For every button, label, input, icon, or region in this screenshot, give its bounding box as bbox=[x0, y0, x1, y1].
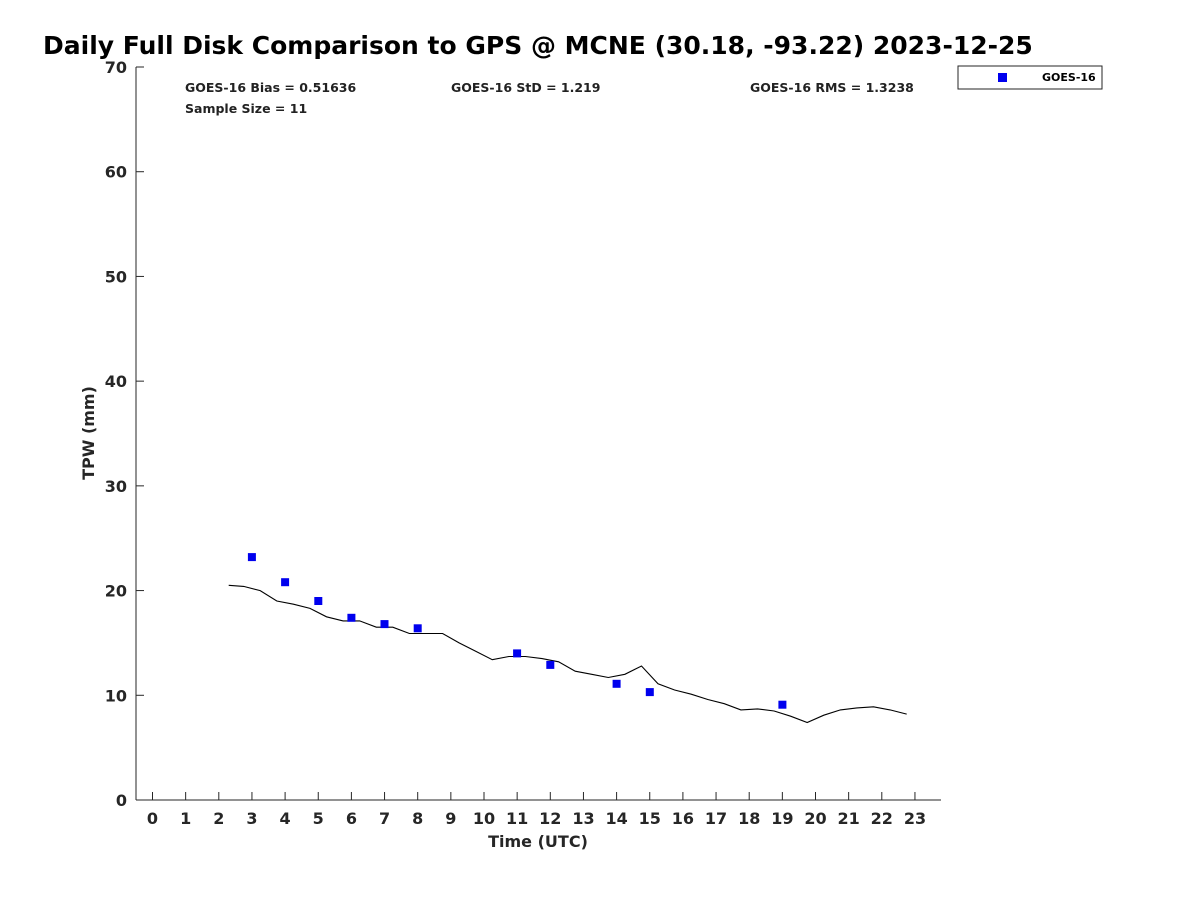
goes16-point bbox=[314, 597, 323, 605]
goes16-point bbox=[281, 578, 290, 587]
gps-reference-line bbox=[228, 584, 907, 724]
x-tick-label: 11 bbox=[506, 809, 528, 828]
x-tick-label: 17 bbox=[705, 809, 727, 828]
gps-tpw-line bbox=[228, 584, 907, 724]
x-tick-label: 9 bbox=[445, 809, 456, 828]
x-tick-label: 6 bbox=[346, 809, 357, 828]
x-tick-label: 12 bbox=[539, 809, 561, 828]
sample-size-stat: Sample Size = 11 bbox=[185, 101, 307, 116]
goes16-point bbox=[612, 679, 621, 688]
x-axis-ticks: 0 1 2 3 4 5 6 7 8 9 10 11 12 13 14 15 16 17 18 19 20 21 22 23 bbox=[147, 792, 926, 828]
x-tick-label: 5 bbox=[313, 809, 324, 828]
legend-box bbox=[957, 65, 1103, 90]
y-tick-label: 50 bbox=[105, 267, 127, 286]
x-tick-label: 21 bbox=[838, 809, 860, 828]
goes16-point bbox=[778, 700, 787, 709]
plot-area bbox=[135, 67, 941, 801]
x-tick-label: 1 bbox=[180, 809, 191, 828]
x-tick-label: 8 bbox=[412, 809, 423, 828]
goes16-point bbox=[347, 613, 356, 622]
x-tick-label: 19 bbox=[771, 809, 793, 828]
legend: GOES-16 bbox=[957, 65, 1103, 90]
x-tick-label: 0 bbox=[147, 809, 158, 828]
legend-marker-square-icon bbox=[998, 73, 1007, 82]
x-tick-label: 18 bbox=[738, 809, 760, 828]
goes16-point bbox=[645, 688, 654, 697]
goes16-point bbox=[513, 649, 522, 658]
legend-label-goes16: GOES-16 bbox=[1042, 71, 1096, 84]
x-tick-label: 20 bbox=[804, 809, 826, 828]
goes16-point bbox=[546, 660, 555, 669]
x-tick-label: 2 bbox=[213, 809, 224, 828]
x-tick-label: 15 bbox=[639, 809, 661, 828]
goes16-points bbox=[247, 553, 787, 709]
y-axis-ticks: 0 10 20 30 40 50 60 70 bbox=[105, 58, 144, 810]
x-tick-label: 22 bbox=[871, 809, 893, 828]
x-tick-label: 10 bbox=[473, 809, 495, 828]
y-tick-label: 60 bbox=[105, 163, 127, 182]
y-tick-label: 0 bbox=[116, 791, 127, 810]
bias-stat: GOES-16 Bias = 0.51636 bbox=[185, 80, 356, 95]
x-tick-label: 4 bbox=[280, 809, 291, 828]
x-axis-label: Time (UTC) bbox=[488, 832, 588, 851]
x-tick-label: 7 bbox=[379, 809, 390, 828]
goes16-point bbox=[413, 624, 422, 633]
y-tick-label: 10 bbox=[105, 686, 127, 705]
stats-annotations: GOES-16 Bias = 0.51636 Sample Size = 11 … bbox=[185, 80, 914, 116]
x-tick-label: 14 bbox=[605, 809, 627, 828]
x-tick-label: 13 bbox=[572, 809, 594, 828]
y-tick-label: 70 bbox=[105, 58, 127, 77]
y-tick-label: 20 bbox=[105, 582, 127, 601]
goes16-point bbox=[247, 553, 256, 562]
x-tick-label: 23 bbox=[904, 809, 926, 828]
std-stat: GOES-16 StD = 1.219 bbox=[451, 80, 600, 95]
chart-title: Daily Full Disk Comparison to GPS @ MCNE… bbox=[43, 31, 1033, 60]
y-axis-label: TPW (mm) bbox=[79, 386, 98, 480]
x-tick-label: 16 bbox=[672, 809, 694, 828]
y-tick-label: 30 bbox=[105, 477, 127, 496]
y-tick-label: 40 bbox=[105, 372, 127, 391]
goes16-point bbox=[380, 620, 389, 629]
x-tick-label: 3 bbox=[246, 809, 257, 828]
rms-stat: GOES-16 RMS = 1.3238 bbox=[750, 80, 914, 95]
